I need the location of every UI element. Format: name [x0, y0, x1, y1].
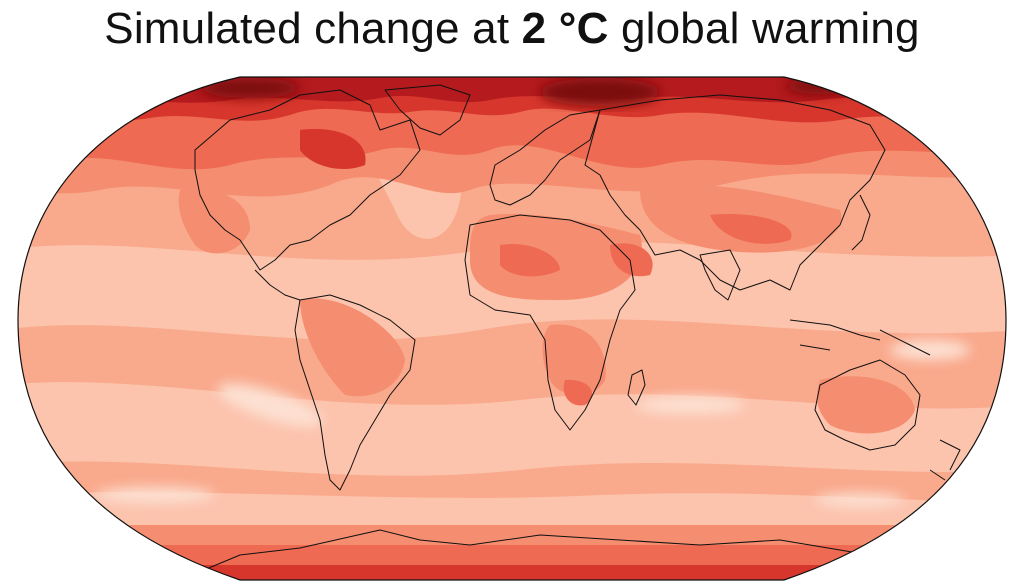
asia-coast	[584, 94, 886, 291]
europe-coast	[489, 109, 601, 206]
coastlines	[179, 84, 961, 580]
title-suffix: global warming	[608, 4, 920, 53]
south-america-coast	[294, 294, 416, 491]
indonesia-coast	[789, 319, 931, 356]
temperature-field	[18, 77, 1006, 580]
globe-outline	[17, 76, 1007, 581]
title-prefix: Simulated change at	[104, 4, 522, 53]
north-america-coast	[194, 89, 421, 301]
africa-coast	[464, 214, 636, 431]
madagascar-coast	[627, 369, 646, 406]
map-title: Simulated change at 2 °C global warming	[0, 4, 1024, 54]
india-coast	[699, 249, 741, 301]
australia-coast	[814, 359, 921, 451]
title-emphasis: 2 °C	[521, 4, 609, 53]
japan-coast	[851, 194, 871, 251]
greenland-coast	[384, 84, 471, 136]
new-zealand-coast	[929, 439, 961, 481]
antarctica-coast	[179, 529, 961, 580]
